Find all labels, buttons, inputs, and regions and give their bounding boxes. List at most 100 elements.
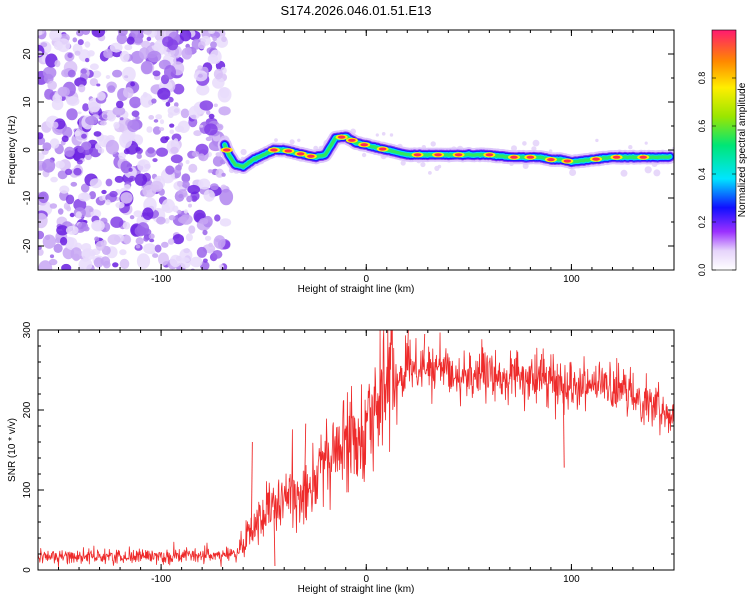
noise-blob (91, 70, 102, 78)
noise-blob (62, 126, 73, 138)
noise-speck (274, 138, 278, 143)
noise-speck (240, 148, 247, 156)
spectrogram-xtick-label: -100 (151, 274, 171, 285)
noise-blob (89, 78, 99, 87)
noise-blob (77, 146, 85, 154)
noise-blob (121, 66, 136, 82)
noise-blob (120, 192, 133, 204)
noise-blob (191, 151, 200, 157)
spectrogram-ylabel: Frequency (Hz) (7, 116, 18, 185)
noise-blob (119, 117, 124, 121)
noise-blob (38, 30, 43, 36)
noise-blob (107, 85, 116, 93)
noise-blob (188, 105, 201, 120)
noise-blob (69, 212, 75, 218)
noise-blob (181, 47, 193, 60)
noise-blob (118, 152, 126, 160)
snr-spike (273, 509, 276, 567)
noise-blob (113, 121, 120, 129)
noise-blob (42, 142, 52, 151)
noise-speck (653, 169, 661, 177)
noise-blob (174, 102, 179, 108)
noise-blob (129, 96, 142, 109)
noise-blob (135, 244, 141, 249)
noise-blob (85, 57, 90, 63)
snr-ytick-label: 0 (22, 567, 33, 573)
snr-xtick-label: -100 (151, 574, 171, 585)
noise-blob (167, 112, 174, 119)
noise-blob (81, 30, 91, 35)
noise-blob (196, 246, 207, 258)
noise-blob (57, 170, 68, 180)
noise-blob (157, 87, 171, 100)
noise-blob (47, 80, 57, 91)
noise-blob (152, 253, 159, 258)
noise-blob (38, 230, 45, 240)
noise-blob (115, 201, 125, 209)
noise-blob (158, 252, 169, 266)
noise-blob (208, 242, 214, 248)
noise-blob (70, 247, 83, 261)
noise-blob (128, 167, 133, 172)
noise-blob (142, 91, 148, 98)
ridge-peak (526, 155, 535, 159)
noise-blob (122, 221, 131, 230)
noise-blob (205, 136, 212, 142)
noise-blob (181, 180, 190, 189)
noise-blob (78, 258, 93, 270)
noise-speck (289, 139, 295, 145)
noise-speck (595, 138, 599, 143)
noise-blob (74, 50, 81, 56)
snr-spike (304, 423, 307, 487)
spectrogram-xlabel: Height of straight line (km) (298, 284, 415, 295)
noise-blob (56, 225, 69, 236)
noise-blob (78, 84, 86, 93)
noise-blob (53, 243, 63, 253)
ridge-peak (454, 153, 463, 157)
noise-blob (44, 88, 55, 100)
noise-blob (152, 158, 158, 163)
noise-blob (73, 198, 87, 211)
noise-blob (179, 248, 193, 262)
noise-blob (72, 43, 83, 54)
colorbar: 0.0 0.2 0.4 0.6 0.8 Normalized spectral ampl… (697, 29, 748, 277)
noise-blob (167, 238, 175, 245)
noise-speck (569, 169, 577, 176)
noise-blob (101, 189, 107, 195)
noise-blob (94, 236, 100, 242)
noise-blob (78, 221, 89, 232)
ridge-peak (485, 153, 494, 157)
noise-blob (85, 115, 98, 126)
noise-blob (105, 199, 111, 206)
noise-speck (522, 141, 527, 146)
noise-blob (215, 152, 222, 157)
snr-axes: -100 0 100 0 100 200 300 (22, 321, 675, 585)
noise-blob (119, 132, 133, 149)
noise-blob (173, 138, 179, 144)
noise-blob (219, 188, 234, 206)
noise-speck (620, 169, 628, 177)
snr-frame (37, 329, 675, 571)
colorbar-tick-label: 0.2 (697, 216, 707, 229)
noise-blob (112, 262, 119, 268)
noise-blob (72, 37, 78, 43)
noise-blob (61, 135, 69, 143)
snr-ytick-label: 100 (22, 481, 33, 498)
noise-speck (511, 145, 517, 152)
colorbar-tick-label: 0.0 (697, 264, 707, 277)
noise-blob (76, 30, 84, 37)
noise-blob (133, 210, 143, 218)
snr-series-line (38, 330, 674, 568)
noise-blob (65, 225, 79, 235)
noise-blob (126, 36, 135, 45)
noise-blob (208, 30, 215, 34)
snr-xtick-label: 0 (363, 574, 369, 585)
noise-speck (644, 166, 652, 174)
ridge-peak (510, 155, 518, 159)
spectrogram-noise-field (38, 30, 674, 270)
colorbar-frame (711, 29, 737, 271)
noise-blob (116, 100, 124, 109)
noise-blob (38, 152, 45, 161)
spectrogram-xtick-label: 100 (563, 274, 580, 285)
